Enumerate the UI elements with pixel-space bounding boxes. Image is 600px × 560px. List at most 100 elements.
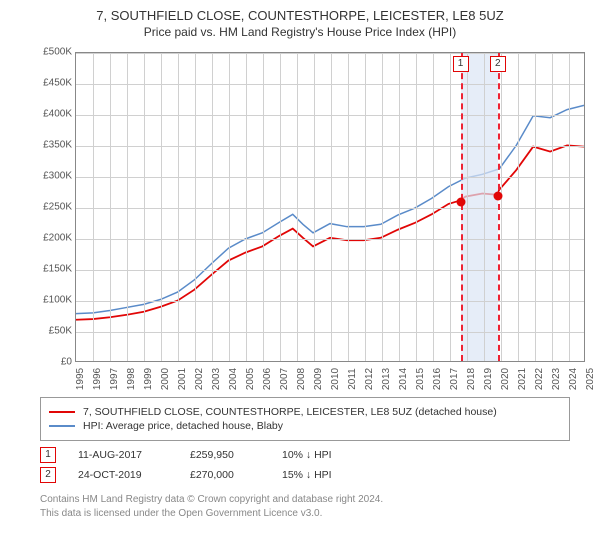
event-delta: 15% ↓ HPI xyxy=(282,469,362,481)
x-axis-label: 2015 xyxy=(415,368,426,390)
series-hpi xyxy=(76,105,584,313)
gridline-h xyxy=(76,301,584,302)
y-axis-label: £350K xyxy=(30,140,72,151)
gridline-v xyxy=(280,53,281,361)
gridline-v xyxy=(263,53,264,361)
event-line xyxy=(498,53,500,361)
event-number-box: 2 xyxy=(40,467,56,483)
event-row: 111-AUG-2017£259,95010% ↓ HPI xyxy=(40,447,570,463)
gridline-v xyxy=(348,53,349,361)
chart-title: 7, SOUTHFIELD CLOSE, COUNTESTHORPE, LEIC… xyxy=(10,8,590,23)
series-property xyxy=(76,145,584,319)
legend: 7, SOUTHFIELD CLOSE, COUNTESTHORPE, LEIC… xyxy=(40,397,570,441)
y-axis-label: £400K xyxy=(30,109,72,120)
x-axis-label: 2001 xyxy=(177,368,188,390)
x-axis-label: 2007 xyxy=(279,368,290,390)
event-price: £259,950 xyxy=(190,449,260,461)
y-axis-label: £500K xyxy=(30,47,72,58)
gridline-v xyxy=(382,53,383,361)
gridline-v xyxy=(246,53,247,361)
gridline-v xyxy=(144,53,145,361)
chart-container: 7, SOUTHFIELD CLOSE, COUNTESTHORPE, LEIC… xyxy=(0,0,600,528)
gridline-v xyxy=(297,53,298,361)
x-axis-label: 2016 xyxy=(432,368,443,390)
x-axis-label: 2004 xyxy=(228,368,239,390)
gridline-v xyxy=(416,53,417,361)
y-axis-label: £100K xyxy=(30,295,72,306)
event-marker-box: 1 xyxy=(453,56,469,72)
x-axis-label: 2018 xyxy=(466,368,477,390)
event-table: 111-AUG-2017£259,95010% ↓ HPI224-OCT-201… xyxy=(40,447,570,483)
event-date: 24-OCT-2019 xyxy=(78,469,168,481)
event-line xyxy=(461,53,463,361)
y-axis-label: £200K xyxy=(30,233,72,244)
line-layer xyxy=(76,53,584,361)
x-axis-label: 2017 xyxy=(449,368,460,390)
gridline-h xyxy=(76,177,584,178)
legend-label: 7, SOUTHFIELD CLOSE, COUNTESTHORPE, LEIC… xyxy=(83,406,497,418)
y-axis-label: £250K xyxy=(30,202,72,213)
gridline-v xyxy=(569,53,570,361)
event-marker-box: 2 xyxy=(490,56,506,72)
legend-label: HPI: Average price, detached house, Blab… xyxy=(83,420,283,432)
gridline-h xyxy=(76,332,584,333)
legend-row: HPI: Average price, detached house, Blab… xyxy=(49,420,561,432)
x-axis-label: 1995 xyxy=(75,368,86,390)
x-axis-label: 1999 xyxy=(143,368,154,390)
gridline-v xyxy=(552,53,553,361)
x-axis-label: 2021 xyxy=(517,368,528,390)
gridline-v xyxy=(93,53,94,361)
gridline-v xyxy=(518,53,519,361)
event-number-box: 1 xyxy=(40,447,56,463)
gridline-v xyxy=(399,53,400,361)
y-axis-label: £50K xyxy=(30,326,72,337)
y-axis-label: £300K xyxy=(30,171,72,182)
gridline-v xyxy=(178,53,179,361)
x-axis-label: 2006 xyxy=(262,368,273,390)
x-axis-label: 2019 xyxy=(483,368,494,390)
footer-line: This data is licensed under the Open Gov… xyxy=(40,507,570,521)
gridline-v xyxy=(450,53,451,361)
gridline-v xyxy=(212,53,213,361)
gridline-v xyxy=(127,53,128,361)
event-delta: 10% ↓ HPI xyxy=(282,449,362,461)
x-axis-label: 1996 xyxy=(92,368,103,390)
gridline-v xyxy=(433,53,434,361)
x-axis-label: 2005 xyxy=(245,368,256,390)
gridline-v xyxy=(229,53,230,361)
gridline-h xyxy=(76,239,584,240)
gridline-h xyxy=(76,84,584,85)
x-axis-label: 2014 xyxy=(398,368,409,390)
chart-area: 12 £0£50K£100K£150K£200K£250K£300K£350K£… xyxy=(30,47,590,387)
x-axis-label: 2023 xyxy=(551,368,562,390)
gridline-h xyxy=(76,146,584,147)
y-axis-label: £0 xyxy=(30,357,72,368)
x-axis-label: 2010 xyxy=(330,368,341,390)
legend-swatch xyxy=(49,425,75,427)
event-dot xyxy=(493,191,502,200)
gridline-h xyxy=(76,115,584,116)
gridline-v xyxy=(535,53,536,361)
gridline-v xyxy=(161,53,162,361)
event-row: 2 24-OCT-2019 £270,000 15% ↓ HPI xyxy=(40,467,570,483)
gridline-v xyxy=(314,53,315,361)
gridline-v xyxy=(110,53,111,361)
gridline-h xyxy=(76,208,584,209)
gridline-v xyxy=(365,53,366,361)
gridline-h xyxy=(76,270,584,271)
event-price: £270,000 xyxy=(190,469,260,481)
x-axis-label: 2000 xyxy=(160,368,171,390)
x-axis-label: 2008 xyxy=(296,368,307,390)
gridline-v xyxy=(501,53,502,361)
x-axis-label: 2013 xyxy=(381,368,392,390)
x-axis-label: 2020 xyxy=(500,368,511,390)
x-axis-label: 2022 xyxy=(534,368,545,390)
gridline-v xyxy=(331,53,332,361)
x-axis-label: 2009 xyxy=(313,368,324,390)
gridline-h xyxy=(76,53,584,54)
x-axis-label: 1997 xyxy=(109,368,120,390)
plot-region: 12 xyxy=(75,52,585,362)
x-axis-label: 2025 xyxy=(585,368,596,390)
chart-subtitle: Price paid vs. HM Land Registry's House … xyxy=(10,25,590,39)
gridline-v xyxy=(484,53,485,361)
